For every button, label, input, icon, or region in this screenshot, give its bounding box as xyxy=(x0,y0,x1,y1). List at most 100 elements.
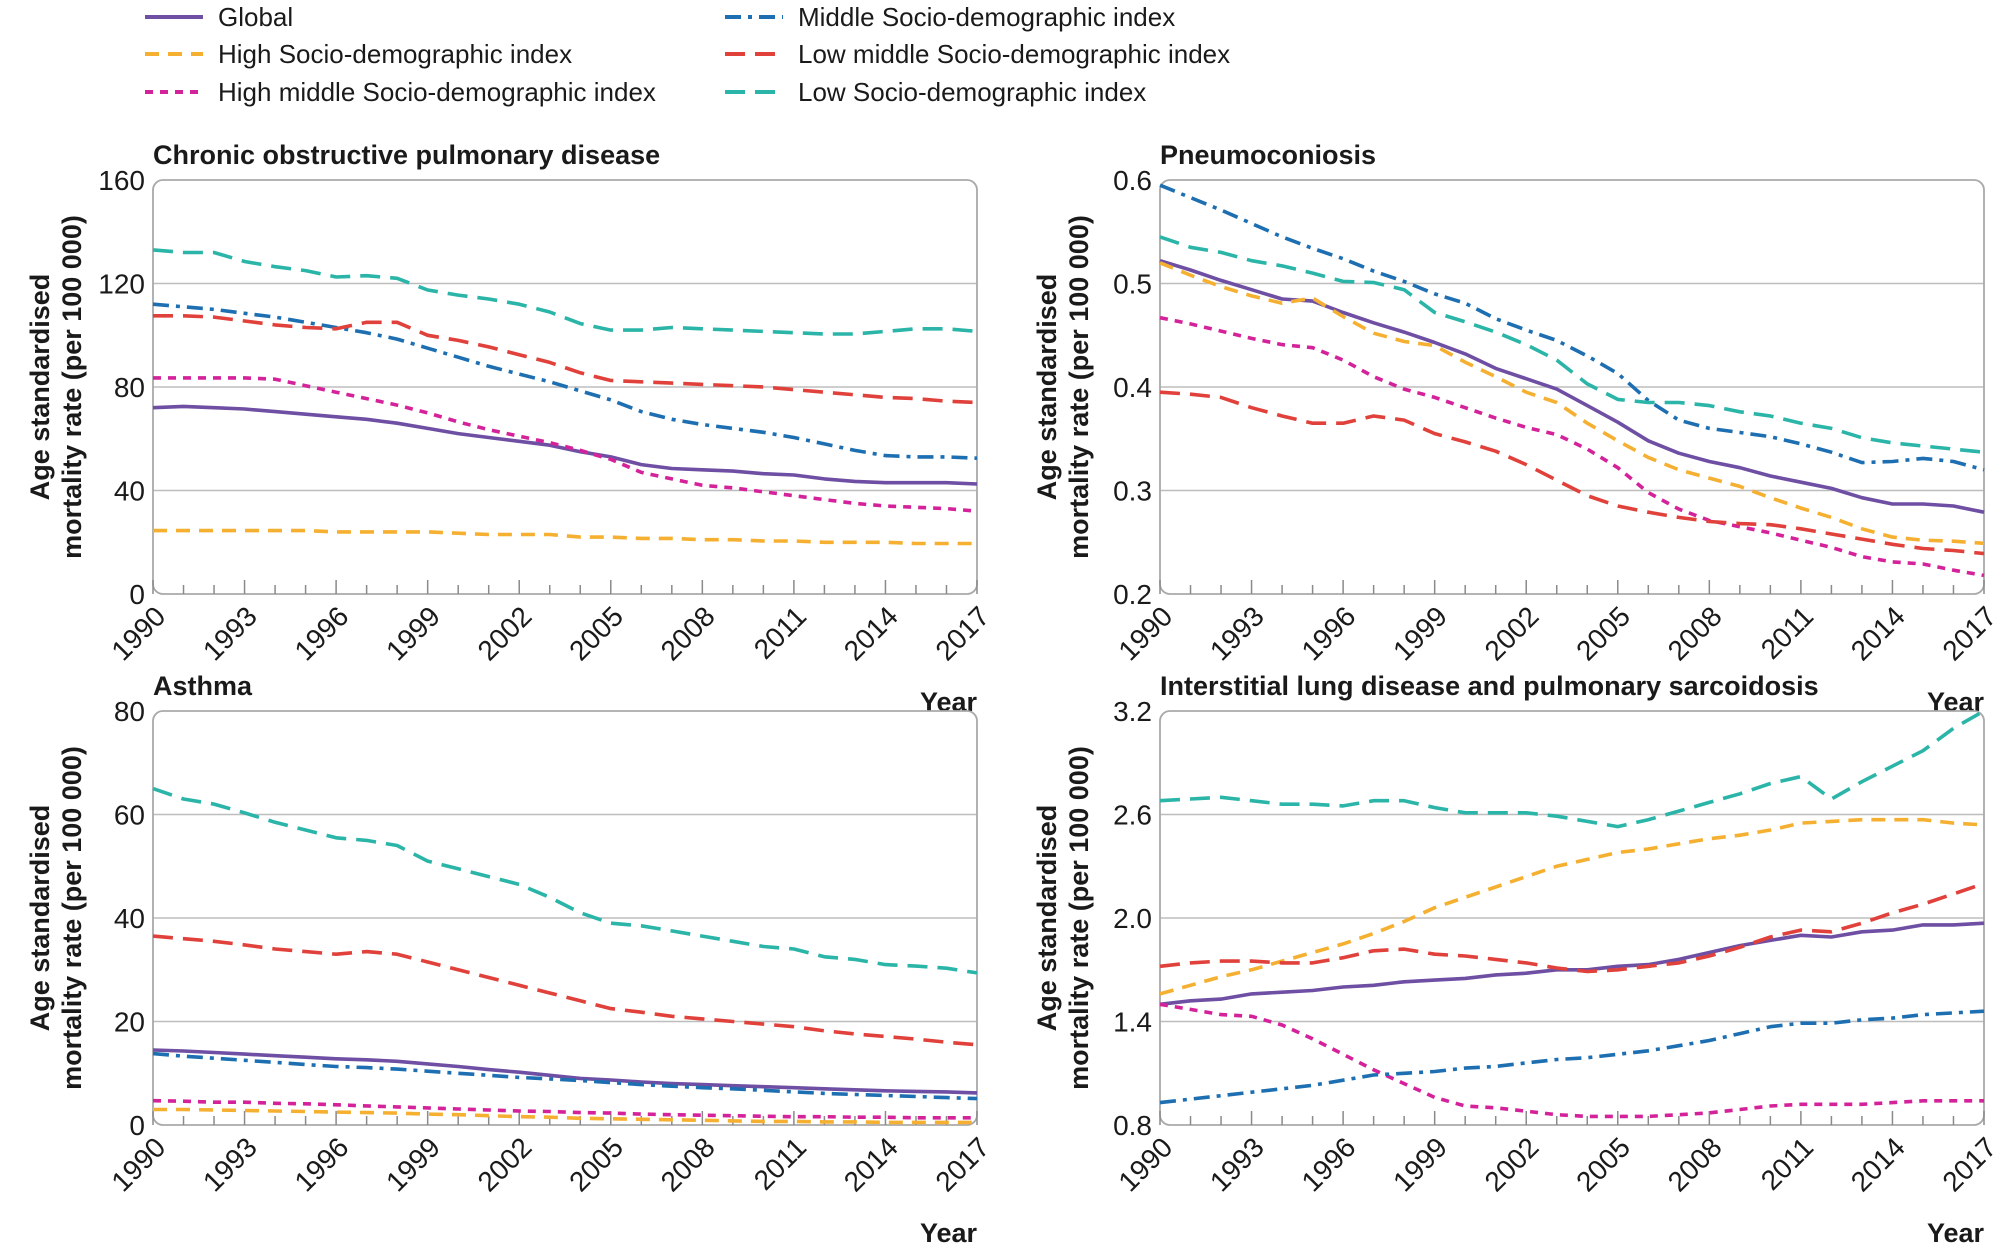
x-tick-label: 2002 xyxy=(1479,600,1545,666)
y-tick-label: 0 xyxy=(129,579,145,610)
panel-asthma: Asthma 0 20 40 60 80 1990 1993 1996 1999 2002 2005 2… xyxy=(25,671,995,1246)
x-tick-label: 2005 xyxy=(563,1131,629,1197)
legend: Global High Socio-demographic index High m… xyxy=(145,2,1230,107)
x-tick-label: 1999 xyxy=(380,1131,446,1197)
x-tick-label: 2017 xyxy=(929,600,995,666)
x-tick-label: 1999 xyxy=(1387,600,1453,666)
series-line-global xyxy=(1159,921,1985,1007)
x-tick-label: 2014 xyxy=(1845,600,1911,666)
x-tick-label: 2008 xyxy=(1662,600,1728,666)
panel-title: Chronic obstructive pulmonary disease xyxy=(153,140,660,170)
x-tick-label: 1990 xyxy=(1112,600,1178,666)
x-tick-label: 2017 xyxy=(1936,600,2000,666)
x-tick-label: 2011 xyxy=(748,600,813,665)
x-tick-label: 1993 xyxy=(197,1131,263,1197)
x-axis-title: Year xyxy=(1927,1218,1985,1246)
x-tick-label: 2014 xyxy=(1845,1131,1911,1197)
y-tick-label: 40 xyxy=(114,476,145,507)
x-tick-label: 1999 xyxy=(1387,1131,1453,1197)
x-tick-label: 1996 xyxy=(1296,600,1362,666)
series-line-middle-socio-demographic-index xyxy=(152,302,978,460)
x-tick-label: 2014 xyxy=(838,600,904,666)
panel-title: Asthma xyxy=(153,671,253,701)
x-tick-label: 2008 xyxy=(655,1131,721,1197)
x-tick-label: 2002 xyxy=(1479,1131,1545,1197)
plot-frame xyxy=(1159,710,1985,1126)
x-tick-label: 1996 xyxy=(1296,1131,1362,1197)
legend-item-low-socio-demographic-index: Low Socio-demographic index xyxy=(725,77,1146,107)
series-line-high-middle-socio-demographic-index xyxy=(152,1098,977,1120)
plot-frame xyxy=(1159,179,1985,595)
x-tick-label: 1990 xyxy=(1112,1131,1178,1197)
legend-label: High Socio-demographic index xyxy=(218,39,572,69)
legend-label: Middle Socio-demographic index xyxy=(798,2,1175,32)
plot-frame xyxy=(152,710,978,1126)
x-axis-title: Year xyxy=(1927,687,1985,717)
x-tick-label: 1993 xyxy=(1204,1131,1270,1197)
x-tick-label: 2002 xyxy=(472,1131,538,1197)
x-tick-label: 1993 xyxy=(1204,600,1270,666)
series-line-middle-socio-demographic-index xyxy=(152,1051,978,1101)
legend-item-global: Global xyxy=(145,2,293,32)
y-tick-label: 2.6 xyxy=(1113,800,1152,831)
x-tick-label: 2002 xyxy=(472,600,538,666)
x-tick-label: 2008 xyxy=(1662,1131,1728,1197)
x-axis-title: Year xyxy=(920,1218,978,1246)
x-tick-label: 2014 xyxy=(838,1131,904,1197)
x-tick-label: 1996 xyxy=(289,600,355,666)
series-line-low-middle-socio-demographic-index xyxy=(1159,881,1985,974)
y-axis-title: Age standardisedmortality rate (per 100 … xyxy=(25,215,87,559)
series-line-high-middle-socio-demographic-index xyxy=(1159,1002,1984,1119)
y-tick-label: 80 xyxy=(114,696,145,727)
series-line-middle-socio-demographic-index xyxy=(1159,1009,1985,1105)
x-tick-label: 2005 xyxy=(1570,600,1636,666)
y-tick-label: 1.4 xyxy=(1113,1007,1152,1038)
x-tick-label: 1990 xyxy=(105,600,171,666)
y-axis-title: Age standardisedmortality rate (per 100 … xyxy=(1032,215,1094,559)
panel-title: Pneumoconiosis xyxy=(1160,140,1376,170)
y-tick-label: 0.3 xyxy=(1113,476,1152,507)
series-line-low-socio-demographic-index xyxy=(1159,709,1985,829)
y-tick-label: 3.2 xyxy=(1113,696,1152,727)
y-tick-label: 2.0 xyxy=(1113,903,1152,934)
legend-label: High middle Socio-demographic index xyxy=(218,77,656,107)
y-tick-label: 160 xyxy=(98,165,145,196)
y-axis-title: Age standardisedmortality rate (per 100 … xyxy=(1032,746,1094,1090)
series-line-high-socio-demographic-index xyxy=(1159,261,1985,546)
y-tick-label: 0.2 xyxy=(1113,579,1152,610)
x-tick-label: 2011 xyxy=(748,1131,813,1196)
y-tick-label: 120 xyxy=(98,269,145,300)
y-tick-label: 0.8 xyxy=(1113,1110,1152,1141)
x-tick-label: 2005 xyxy=(1570,1131,1636,1197)
y-tick-label: 80 xyxy=(114,372,145,403)
series-line-low-socio-demographic-index xyxy=(1159,235,1985,454)
series-line-high-socio-demographic-index xyxy=(153,528,977,546)
panel-title: Interstitial lung disease and pulmonary … xyxy=(1160,671,1819,701)
x-tick-label: 2017 xyxy=(1936,1131,2000,1197)
series-line-low-middle-socio-demographic-index xyxy=(1159,390,1985,556)
x-axis-title: Year xyxy=(920,687,978,717)
y-tick-label: 60 xyxy=(114,800,145,831)
legend-item-middle-socio-demographic-index: Middle Socio-demographic index xyxy=(725,2,1175,32)
legend-item-high-middle-socio-demographic-index: High middle Socio-demographic index xyxy=(145,77,656,107)
legend-label: Low middle Socio-demographic index xyxy=(798,39,1230,69)
series-line-middle-socio-demographic-index xyxy=(1159,183,1985,472)
y-tick-label: 0.4 xyxy=(1113,372,1152,403)
x-tick-label: 1993 xyxy=(197,600,263,666)
series-line-high-middle-socio-demographic-index xyxy=(153,376,978,513)
y-axis-title: Age standardisedmortality rate (per 100 … xyxy=(25,746,87,1090)
series-line-high-middle-socio-demographic-index xyxy=(1159,315,1985,578)
y-tick-label: 0.6 xyxy=(1113,165,1152,196)
plot-frame xyxy=(152,179,978,595)
series-line-global xyxy=(152,1048,978,1095)
series-line-low-middle-socio-demographic-index xyxy=(153,313,978,405)
y-tick-label: 0 xyxy=(129,1110,145,1141)
panel-chronic-obstructive-pulmonary-disease: Chronic obstructive pulmonary disease 0 40… xyxy=(25,140,995,717)
x-tick-label: 2011 xyxy=(1755,600,1820,665)
panel-interstitial-lung-disease-and-pulmonary-sarcoidosis: Interstitial lung disease and pulmonary … xyxy=(1032,671,2000,1246)
legend-item-high-socio-demographic-index: High Socio-demographic index xyxy=(145,39,572,69)
x-tick-label: 1999 xyxy=(380,600,446,666)
x-tick-label: 1996 xyxy=(289,1131,355,1197)
legend-item-low-middle-socio-demographic-index: Low middle Socio-demographic index xyxy=(725,39,1230,69)
